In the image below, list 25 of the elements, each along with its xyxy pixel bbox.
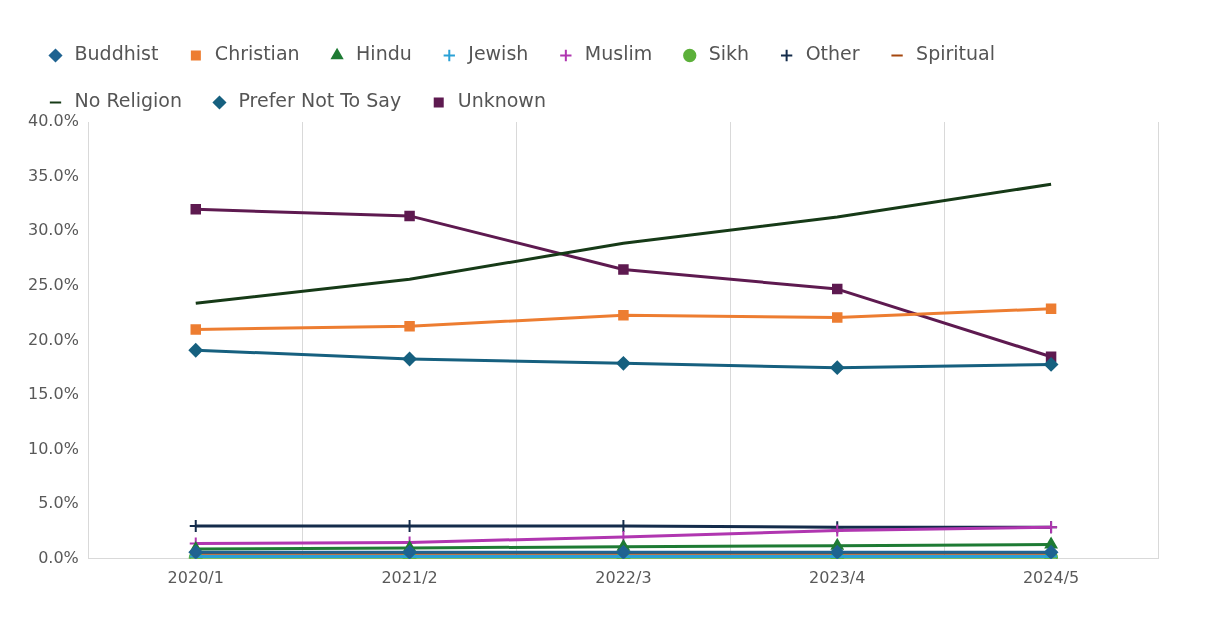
y-tick-label: 30.0% — [28, 220, 79, 240]
y-tick-label: 40.0% — [28, 111, 79, 131]
x-tick-label: 2021/2 — [381, 567, 438, 587]
legend-label: Prefer Not To Say — [238, 89, 402, 112]
y-tick-label: 35.0% — [28, 165, 79, 185]
legend-label: No Religion — [74, 89, 182, 112]
legend-label: Unknown — [457, 89, 546, 112]
y-tick-label: 20.0% — [28, 329, 79, 349]
legend-label: Christian — [214, 42, 300, 65]
legend-label: Jewish — [467, 42, 529, 65]
legend-label: Spiritual — [916, 42, 995, 65]
y-tick-label: 0.0% — [38, 547, 79, 567]
y-tick-label: 10.0% — [28, 438, 79, 458]
x-tick-label: 2024/5 — [1022, 567, 1080, 587]
legend-label: Muslim — [584, 42, 653, 65]
legend-label: Hindu — [356, 42, 412, 65]
legend-label: Other — [805, 42, 860, 65]
legend-label: Buddhist — [74, 42, 159, 65]
x-tick-label: 2020/1 — [167, 567, 224, 587]
y-tick-label: 15.0% — [28, 384, 79, 404]
y-tick-label: 25.0% — [28, 274, 79, 294]
y-tick-label: 5.0% — [38, 493, 79, 513]
x-tick-label: 2022/3 — [595, 567, 652, 587]
legend-label: Sikh — [708, 42, 750, 65]
x-tick-label: 2023/4 — [809, 567, 866, 587]
